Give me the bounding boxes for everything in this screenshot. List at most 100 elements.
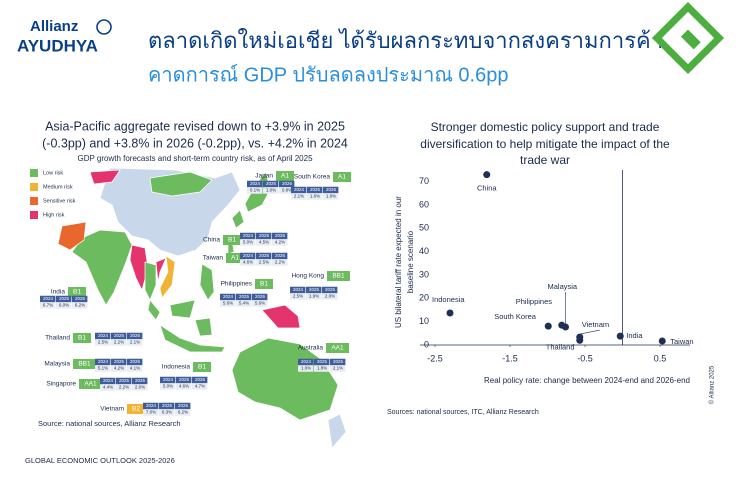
table-value: 5.1% (98, 366, 108, 371)
table-value-cell (291, 193, 307, 200)
y-axis-label: US bilateral tariff rate expected in our (394, 196, 403, 328)
table-header-cell (100, 377, 116, 385)
table-value: 2.1% (130, 340, 140, 345)
table-value: 5.0% (163, 384, 173, 389)
table-value: 4.4% (103, 385, 113, 390)
table-header-cell (323, 186, 339, 194)
table-year: 2024 (98, 333, 109, 338)
y-tick-label: 0 (424, 339, 429, 349)
table-header-cell (306, 286, 322, 294)
x-axis-label: Real policy rate: change between 2024-en… (484, 376, 690, 385)
table-header-cell (256, 252, 272, 260)
table-header-cell (143, 402, 159, 410)
table-value-cell (330, 365, 346, 372)
country-name: Malaysia (44, 361, 70, 368)
rating-label: A1 (281, 173, 289, 180)
country-name: Thailand (45, 335, 70, 342)
table-value: 4.5% (259, 240, 269, 245)
country-shape (159, 255, 176, 299)
leader-line (579, 329, 600, 335)
y-tick-label: 60 (419, 199, 429, 209)
legend-swatch (30, 211, 38, 219)
country-shape (144, 261, 157, 301)
table-value: 2.2% (119, 385, 129, 390)
rating-box (127, 404, 145, 414)
table-year: 2025 (114, 359, 125, 364)
map-title: Asia-Pacific aggregate revised down to +… (45, 119, 345, 133)
table-value-cell (175, 409, 191, 416)
table-year: 2026 (326, 187, 337, 192)
table-year: 2026 (333, 359, 344, 364)
table-value: 2.1% (333, 366, 343, 371)
country-shape (194, 317, 213, 337)
legend-swatch (30, 197, 38, 205)
table-year: 2026 (195, 377, 206, 382)
rating-label: B2 (132, 406, 140, 413)
country-name: India (51, 289, 65, 296)
table-header-cell (314, 358, 330, 366)
map-source: Source: national sources, Allianz Resear… (38, 419, 181, 428)
chart-title: diversification to help mitigate the imp… (420, 137, 670, 151)
table-header-cell (175, 402, 191, 410)
point-label: Taiwan (670, 337, 693, 346)
table-year: 2024 (103, 378, 114, 383)
rating-label: A1 (231, 255, 239, 262)
table-year: 2025 (309, 287, 320, 292)
table-year: 2026 (325, 287, 336, 292)
point-label: Thailand (546, 342, 575, 351)
chart-title: trade war (520, 153, 570, 167)
table-value: 4.2% (114, 366, 124, 371)
table-header-cell (247, 180, 263, 188)
table-header-cell (111, 358, 127, 366)
table-year: 2024 (146, 403, 157, 408)
table-value: 2.0% (135, 385, 145, 390)
country-shape (149, 171, 213, 197)
table-value-cell (240, 259, 256, 266)
map (57, 167, 347, 449)
table-header-cell (116, 377, 132, 385)
table-value-cell (323, 193, 339, 200)
table-year: 2026 (130, 359, 141, 364)
table-value: 5.6% (255, 301, 265, 306)
table-value-cell (322, 293, 338, 300)
table-value-cell (314, 365, 330, 372)
point-label: Malaysia (548, 282, 578, 291)
rating-label: B1 (228, 237, 236, 244)
table-year: 2024 (243, 233, 254, 238)
table-year: 2025 (259, 233, 270, 238)
table-value-cell (127, 365, 143, 372)
table-value: 0.8% (282, 188, 292, 193)
rating-box (326, 343, 349, 353)
country-name: Philippines (221, 281, 253, 288)
table-value-cell (306, 293, 322, 300)
table-value-cell (236, 300, 252, 307)
country-name: Singapore (46, 381, 76, 388)
logo-shape (651, 1, 725, 75)
table-header-cell (40, 295, 56, 303)
rating-box (276, 171, 294, 181)
x-tick-label: -2.5 (427, 353, 443, 363)
table-header-cell (272, 252, 288, 260)
table-header-cell (132, 377, 148, 385)
table-header-cell (290, 286, 306, 294)
data-point (544, 322, 552, 330)
map-title: (-0.3pp) and +3.8% in 2026 (-0.2pp), vs.… (42, 136, 348, 150)
table-value: 4.6% (243, 260, 253, 265)
table-value-cell (307, 193, 323, 200)
brand-top: Allianz (30, 18, 78, 35)
table-year: 2025 (266, 181, 277, 186)
chart-source: Sources: national sources, ITC, Allianz … (387, 409, 539, 416)
table-value-cell (127, 339, 143, 346)
country-name: Australia (298, 345, 324, 352)
rating-box (73, 359, 96, 369)
brand-bottom: AYUDHYA (17, 36, 98, 55)
table-value-cell (176, 383, 192, 390)
country-shape (231, 209, 245, 229)
rating-label: B1 (73, 289, 81, 296)
point-label: South Korea (494, 312, 537, 321)
rating-box (223, 235, 241, 245)
x-tick-label: 0.5 (654, 353, 667, 363)
table-header-cell (263, 180, 279, 188)
point-label: Philippines (516, 297, 553, 306)
